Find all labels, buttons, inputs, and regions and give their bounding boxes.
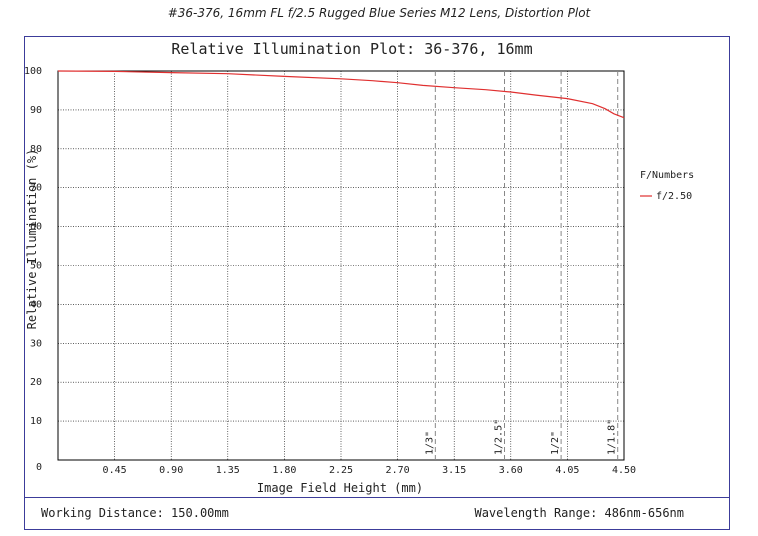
y-tick-label: 100: [24, 66, 42, 77]
legend-entry-f250: f/2.50: [656, 191, 692, 202]
x-tick-label: 3.15: [442, 465, 466, 476]
sensor-marker-label: 1/3": [424, 431, 435, 455]
y-tick-label: 0: [36, 462, 42, 473]
figure-caption: #36-376, 16mm FL f/2.5 Rugged Blue Serie…: [167, 6, 591, 20]
series-layer: [57, 70, 625, 119]
chart-frame: [24, 36, 730, 530]
legend: F/Numbers f/2.50: [640, 170, 694, 202]
sensor-marker-label: 1/1.8": [607, 419, 618, 455]
y-tick-label: 40: [30, 299, 42, 310]
y-axis-label: Relative Illumination (%): [25, 149, 39, 330]
footer-divider: [24, 497, 730, 498]
x-tick-label: 2.25: [329, 465, 353, 476]
y-tick-label: 10: [30, 416, 42, 427]
y-tick-label: 50: [30, 261, 42, 272]
y-tick-label: 20: [30, 377, 42, 388]
y-tick-label: 60: [30, 222, 42, 233]
x-axis-label: Image Field Height (mm): [257, 481, 423, 495]
x-tick-label: 0.45: [103, 465, 127, 476]
y-tick-label: 80: [30, 144, 42, 155]
x-tick-label: 0.90: [159, 465, 183, 476]
sensor-marker-label: 1/2.5": [494, 419, 505, 455]
sensor-markers: 1/3" 1/2.5" 1/2" 1/1.8": [424, 71, 619, 460]
wavelength-range: Wavelength Range: 486nm-656nm: [474, 506, 684, 520]
chart-title: Relative Illumination Plot: 36-376, 16mm: [171, 40, 532, 58]
y-tick-label: 30: [30, 338, 42, 349]
x-tick-label: 4.50: [612, 465, 636, 476]
plot-area-border: [57, 70, 625, 461]
grid: [57, 70, 625, 461]
x-tick-label: 2.70: [386, 465, 410, 476]
x-tick-label: 4.05: [555, 465, 579, 476]
tick-labels: 0.45 0.90 1.35 1.80 2.25 2.70 3.15 3.60 4.05 4.50…: [24, 66, 636, 476]
x-tick-label: 1.80: [272, 465, 296, 476]
y-tick-label: 70: [30, 183, 42, 194]
legend-title: F/Numbers: [640, 170, 694, 181]
x-tick-label: 3.60: [499, 465, 523, 476]
x-tick-label: 1.35: [216, 465, 240, 476]
series-line-f250: [57, 70, 625, 119]
working-distance: Working Distance: 150.00mm: [41, 506, 229, 520]
y-tick-label: 90: [30, 105, 42, 116]
sensor-marker-label: 1/2": [550, 431, 561, 455]
